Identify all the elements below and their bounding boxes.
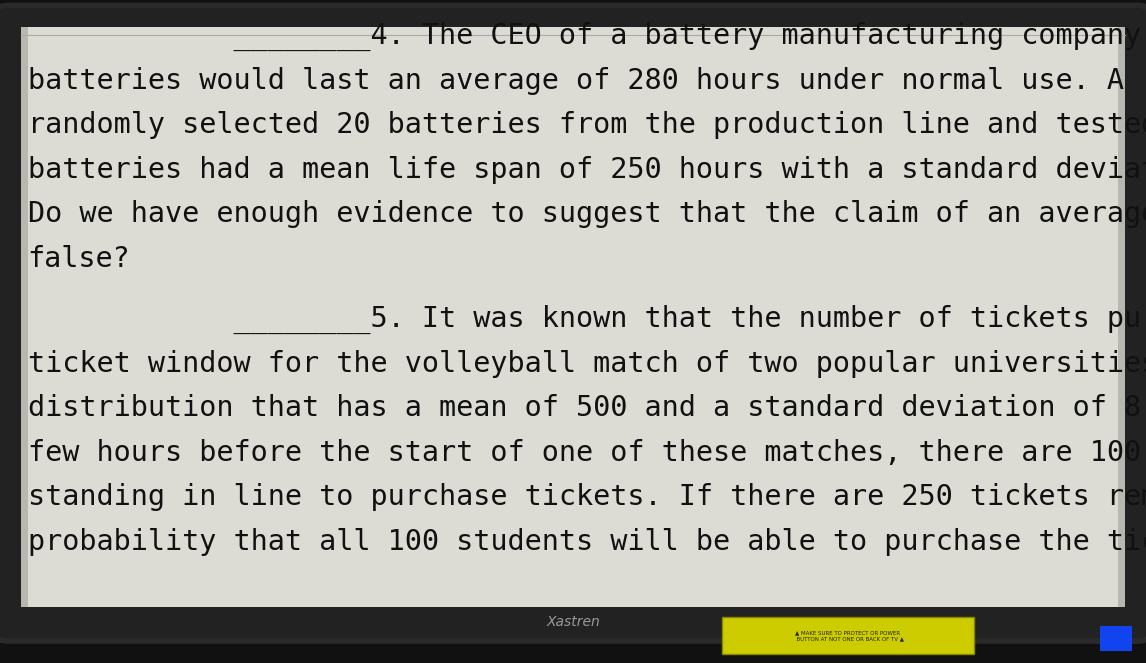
Bar bbox=[21, 27, 1125, 607]
Text: randomly selected 20 batteries from the production line and tested them. The tes: randomly selected 20 batteries from the … bbox=[28, 111, 1146, 139]
Text: batteries would last an average of 280 hours under normal use. A researcher: batteries would last an average of 280 h… bbox=[28, 67, 1146, 95]
Text: Do we have enough evidence to suggest that the claim of an average of 280 hours : Do we have enough evidence to suggest th… bbox=[28, 200, 1146, 228]
Text: ________5. It was known that the number of tickets purchased by students at the: ________5. It was known that the number … bbox=[28, 305, 1146, 334]
Text: probability that all 100 students will be able to purchase the tickets they want: probability that all 100 students will b… bbox=[28, 528, 1146, 556]
Text: standing in line to purchase tickets. If there are 250 tickets remaining, what i: standing in line to purchase tickets. If… bbox=[28, 483, 1146, 511]
Text: Xastren: Xastren bbox=[547, 615, 599, 629]
Text: batteries had a mean life span of 250 hours with a standard deviation of 40 hour: batteries had a mean life span of 250 ho… bbox=[28, 156, 1146, 184]
Text: false?: false? bbox=[28, 245, 131, 272]
Text: ▲ MAKE SURE TO PROTECT OR POWER
  BUTTON AT NOT ONE OR BACK OF TV ▲: ▲ MAKE SURE TO PROTECT OR POWER BUTTON A… bbox=[793, 631, 903, 641]
Text: ________4. The CEO of a battery manufacturing company claimed that their: ________4. The CEO of a battery manufact… bbox=[28, 22, 1146, 51]
Text: distribution that has a mean of 500 and a standard deviation of 8.9. Suppose tha: distribution that has a mean of 500 and … bbox=[28, 394, 1146, 422]
Text: ticket window for the volleyball match of two popular universities followed a: ticket window for the volleyball match o… bbox=[28, 350, 1146, 378]
FancyBboxPatch shape bbox=[0, 5, 1146, 641]
Bar bbox=[1100, 626, 1132, 651]
Bar bbox=[1118, 27, 1125, 607]
Text: few hours before the start of one of these matches, there are 100 eager students: few hours before the start of one of the… bbox=[28, 439, 1146, 467]
Bar bbox=[21, 27, 28, 607]
Bar bbox=[722, 617, 974, 654]
